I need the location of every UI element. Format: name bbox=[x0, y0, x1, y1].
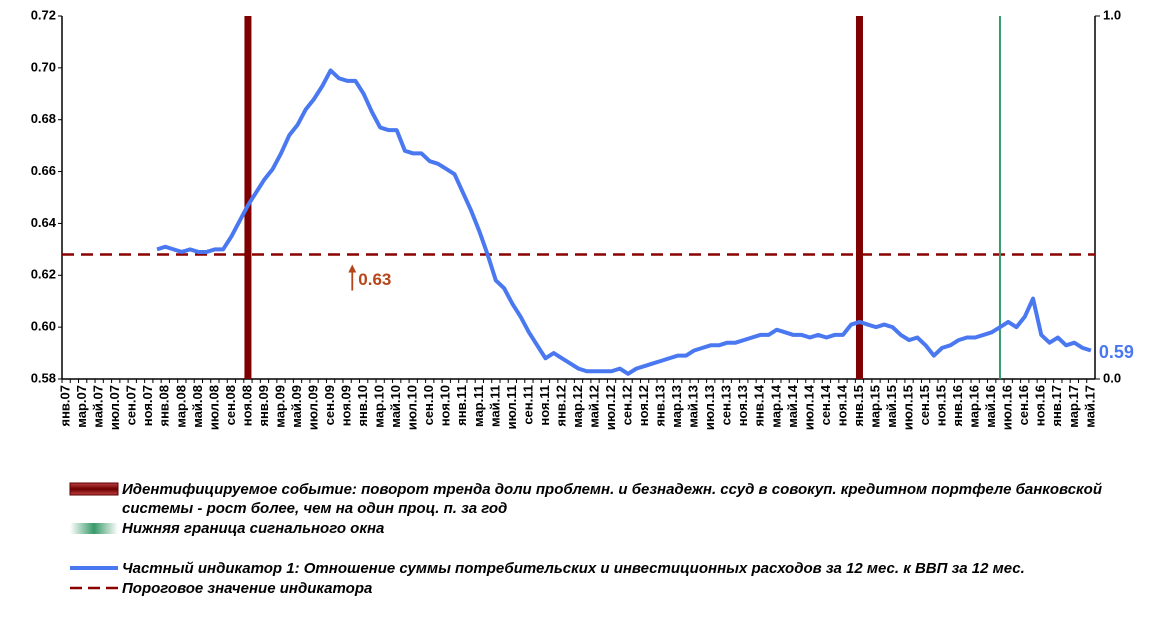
y2-tick-label: 1.0 bbox=[1103, 7, 1121, 22]
y-tick-label: 0.58 bbox=[31, 370, 56, 385]
x-tick-label: ноя.08 bbox=[239, 385, 254, 426]
x-tick-label: сен.13 bbox=[719, 385, 734, 425]
x-tick-label: май.13 bbox=[686, 385, 701, 428]
x-tick-label: ноя.14 bbox=[834, 384, 849, 426]
x-tick-label: май.09 bbox=[289, 385, 304, 428]
x-tick-label: май.07 bbox=[91, 385, 106, 428]
x-tick-label: мар.10 bbox=[372, 385, 387, 428]
x-tick-label: май.15 bbox=[884, 385, 899, 428]
x-tick-label: янв.08 bbox=[157, 385, 172, 427]
x-tick-label: июл.15 bbox=[900, 385, 915, 430]
x-tick-label: июл.12 bbox=[603, 385, 618, 430]
legend-item: Нижняя граница сигнального окна bbox=[68, 519, 1128, 538]
legend-label: Частный индикатор 1: Отношение суммы пот… bbox=[122, 560, 1025, 577]
x-tick-label: ноя.16 bbox=[1033, 385, 1048, 426]
x-tick-label: июл.13 bbox=[702, 385, 717, 430]
legend-label: Пороговое значение индикатора bbox=[122, 580, 373, 597]
y-tick-label: 0.62 bbox=[31, 267, 56, 282]
x-tick-label: май.12 bbox=[586, 385, 601, 428]
x-tick-label: июл.10 bbox=[405, 385, 420, 430]
x-tick-label: янв.11 bbox=[454, 385, 469, 426]
x-tick-label: июл.11 bbox=[504, 385, 519, 429]
x-tick-label: сен.15 bbox=[917, 385, 932, 425]
legend-label: Нижняя граница сигнального окна bbox=[122, 520, 385, 537]
x-tick-label: мар.16 bbox=[967, 385, 982, 428]
x-tick-label: май.14 bbox=[785, 384, 800, 428]
x-tick-label: май.08 bbox=[190, 385, 205, 428]
x-tick-label: июл.09 bbox=[305, 385, 320, 430]
x-tick-label: янв.07 bbox=[58, 385, 73, 427]
x-tick-label: янв.09 bbox=[256, 385, 271, 427]
event-bar bbox=[244, 16, 252, 379]
legend-swatch bbox=[70, 566, 118, 570]
x-tick-label: мар.07 bbox=[74, 385, 89, 428]
x-tick-label: янв.17 bbox=[1049, 385, 1064, 427]
legend-swatch bbox=[69, 482, 119, 496]
y-tick-label: 0.70 bbox=[31, 59, 56, 74]
x-tick-label: янв.15 bbox=[851, 385, 866, 427]
indicator-line bbox=[156, 68, 1092, 376]
x-tick-label: мар.08 bbox=[173, 385, 188, 428]
x-tick-label: янв.14 bbox=[752, 384, 767, 426]
x-tick-label: ноя.13 bbox=[735, 385, 750, 426]
x-tick-label: мар.14 bbox=[768, 384, 783, 427]
x-tick-label: ноя.09 bbox=[339, 385, 354, 426]
x-tick-label: ноя.12 bbox=[636, 385, 651, 426]
value-label: 0.59 bbox=[1099, 342, 1134, 362]
legend: Идентифицируемое событие: поворот тренда… bbox=[68, 480, 1128, 599]
x-tick-label: ноя.11 bbox=[537, 385, 552, 426]
y-tick-label: 0.64 bbox=[31, 215, 57, 230]
x-tick-label: сен.10 bbox=[421, 385, 436, 425]
x-tick-label: мар.09 bbox=[272, 385, 287, 428]
x-tick-label: мар.12 bbox=[570, 385, 585, 428]
threshold-arrow-head bbox=[348, 264, 357, 273]
x-tick-label: май.17 bbox=[1082, 385, 1097, 428]
legend-swatch bbox=[70, 586, 118, 590]
x-tick-label: июл.14 bbox=[801, 384, 816, 430]
y-tick-label: 0.66 bbox=[31, 163, 56, 178]
x-tick-label: сен.07 bbox=[124, 385, 139, 425]
x-tick-label: май.10 bbox=[388, 385, 403, 428]
x-tick-label: сен.12 bbox=[620, 385, 635, 425]
x-tick-label: мар.15 bbox=[867, 385, 882, 428]
threshold-label: 0.63 bbox=[358, 270, 391, 289]
x-tick-label: ноя.07 bbox=[140, 385, 155, 426]
legend-item: Идентифицируемое событие: поворот тренда… bbox=[68, 480, 1128, 518]
y2-tick-label: 0.0 bbox=[1103, 370, 1121, 385]
x-tick-label: июл.07 bbox=[107, 385, 122, 430]
x-tick-label: сен.08 bbox=[223, 385, 238, 425]
x-tick-label: янв.16 bbox=[950, 385, 965, 427]
y-tick-label: 0.72 bbox=[31, 7, 56, 22]
x-tick-label: сен.11 bbox=[520, 385, 535, 425]
y-tick-label: 0.68 bbox=[31, 111, 56, 126]
event-bar bbox=[998, 16, 1001, 379]
x-tick-label: ноя.10 bbox=[438, 385, 453, 426]
legend-label: Идентифицируемое событие: поворот тренда… bbox=[122, 481, 1102, 517]
x-tick-label: янв.13 bbox=[653, 385, 668, 427]
legend-item: Частный индикатор 1: Отношение суммы пот… bbox=[68, 559, 1128, 578]
x-tick-label: май.16 bbox=[983, 385, 998, 428]
x-tick-label: мар.11 bbox=[471, 385, 486, 427]
x-tick-label: июл.16 bbox=[1000, 385, 1015, 430]
chart: 0.58 0.62 0.64 0.66 0.68 0.60 0.70 0.72 0.0 1.0 ян… bbox=[31, 7, 1134, 430]
x-tick-label: янв.10 bbox=[355, 385, 370, 427]
legend-item: Пороговое значение индикатора bbox=[68, 579, 1128, 598]
x-tick-label: сен.16 bbox=[1016, 385, 1031, 425]
legend-swatch bbox=[70, 523, 118, 534]
x-tick-label: май.11 bbox=[487, 385, 502, 427]
x-tick-label: ноя.15 bbox=[934, 385, 949, 426]
event-bar bbox=[855, 16, 863, 379]
x-tick-label: сен.09 bbox=[322, 385, 337, 425]
y-tick-label: 0.60 bbox=[31, 319, 56, 334]
x-tick-label: сен.14 bbox=[818, 384, 833, 425]
x-tick-label: мар.13 bbox=[669, 385, 684, 428]
x-tick-label: мар.17 bbox=[1066, 385, 1081, 428]
x-tick-label: янв.12 bbox=[553, 385, 568, 427]
x-tick-label: июл.08 bbox=[206, 385, 221, 430]
